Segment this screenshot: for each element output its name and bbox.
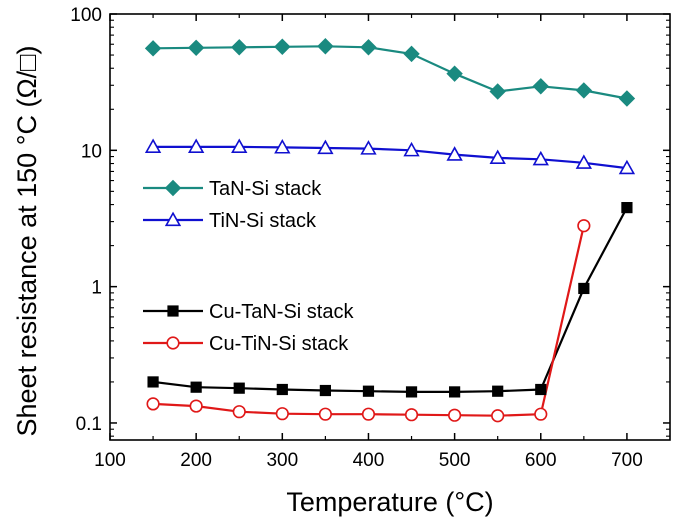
marker-square [449, 386, 461, 398]
marker-circle [232, 405, 246, 419]
marker-diamond [274, 38, 291, 55]
marker-diamond [446, 65, 463, 82]
y-tick-label: 100 [70, 5, 102, 26]
marker-square [362, 385, 375, 397]
legend-label: Cu-TiN-Si stack [209, 333, 349, 355]
marker-circle [146, 397, 160, 411]
x-tick-label: 700 [611, 450, 643, 471]
marker-diamond [532, 78, 549, 95]
y-tick-label: 1 [91, 278, 102, 299]
x-tick-label: 200 [180, 450, 212, 471]
marker-triangle [489, 149, 506, 164]
marker-triangle [274, 139, 291, 154]
marker-square [167, 305, 179, 317]
marker-square [621, 202, 633, 214]
marker-diamond [575, 82, 593, 99]
marker-triangle [187, 138, 205, 153]
axis-ticks: 100 200 300 400 500 600 700 0.1 1 10 100 [70, 5, 670, 471]
marker-diamond [144, 40, 162, 57]
marker-triangle [446, 146, 463, 161]
marker-circle [491, 409, 505, 423]
marker-diamond [403, 45, 420, 63]
marker-diamond [164, 179, 182, 197]
marker-square [492, 385, 504, 397]
marker-square [535, 383, 547, 396]
series-line-2 [152, 207, 628, 393]
x-tick-label: 300 [266, 450, 298, 471]
marker-diamond [360, 39, 377, 56]
marker-circle [448, 408, 462, 422]
series-markers [144, 38, 636, 423]
marker-square [578, 282, 590, 295]
marker-triangle [575, 154, 593, 169]
marker-circle [404, 408, 419, 422]
marker-circle [318, 407, 332, 421]
marker-square [276, 383, 288, 396]
marker-square [233, 382, 245, 394]
marker-triangle [403, 141, 420, 157]
marker-diamond [231, 39, 248, 56]
marker-circle [189, 399, 203, 413]
x-axis-label: Temperature (°C) [286, 487, 493, 517]
marker-triangle [360, 140, 377, 155]
plot-frame [109, 13, 671, 441]
series-line-1 [153, 145, 628, 170]
marker-square [147, 376, 159, 388]
marker-circle [166, 336, 180, 350]
legend-label: TaN-Si stack [209, 178, 322, 200]
marker-diamond [187, 39, 205, 57]
y-tick-label: 10 [81, 141, 102, 162]
y-axis-label: Sheet resistance at 150 °C (Ω/□) [12, 46, 42, 437]
marker-triangle [164, 211, 182, 227]
marker-circle [361, 407, 376, 421]
marker-triangle [618, 159, 636, 175]
marker-triangle [317, 139, 334, 155]
marker-triangle [231, 138, 248, 153]
marker-square [405, 386, 418, 398]
marker-square [190, 381, 202, 393]
marker-diamond [317, 38, 334, 55]
x-tick-label: 500 [439, 450, 471, 471]
marker-circle [577, 219, 591, 233]
legend: TaN-Si stack TiN-Si stack Cu-TaN-Si stack C… [143, 178, 354, 355]
marker-triangle [532, 150, 549, 166]
series-line-0 [153, 45, 628, 100]
marker-circle [534, 407, 548, 421]
y-tick-label: 0.1 [76, 414, 102, 435]
marker-diamond [618, 90, 636, 107]
marker-diamond [489, 83, 506, 100]
x-tick-label: 400 [353, 450, 385, 471]
marker-square [319, 384, 331, 397]
x-tick-label: 600 [525, 450, 557, 471]
legend-label: TiN-Si stack [209, 210, 317, 232]
legend-label: Cu-TaN-Si stack [209, 301, 354, 323]
x-tick-label: 100 [94, 450, 126, 471]
marker-triangle [144, 138, 162, 153]
marker-circle [275, 407, 289, 421]
